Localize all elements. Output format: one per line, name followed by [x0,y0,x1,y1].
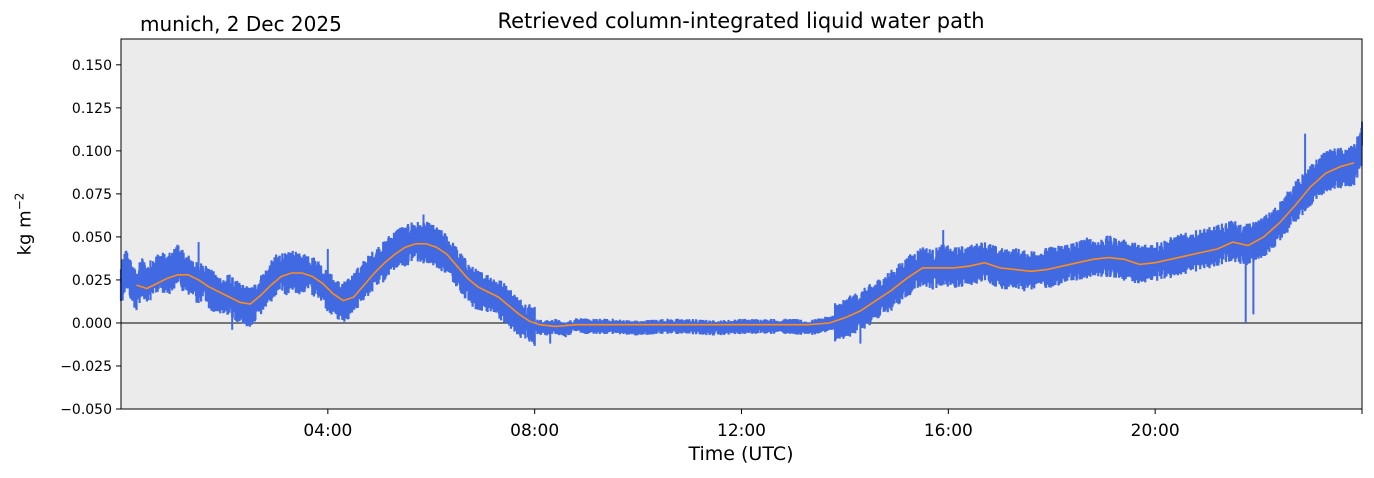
y-tick-label: 0.125 [72,101,112,117]
y-ticks: 0.150 0.125 0.100 0.075 0.050 0.025 0.000 −0.02… [60,58,121,418]
x-ticks: 04:00 08:00 12:00 16:00 20:00 [303,409,1363,441]
y-tick-label: 0.025 [72,273,112,289]
y-tick-label: −0.025 [60,359,112,375]
y-tick-label: 0.100 [72,144,112,160]
y-tick-label: 0.000 [72,316,112,332]
x-axis-label: Time (UTC) [688,443,794,465]
x-tick-label: 08:00 [510,421,559,441]
x-tick-label: 16:00 [924,421,973,441]
x-tick-label: 04:00 [303,421,352,441]
smoothed-line [136,162,1355,328]
chart-title: Retrieved column-integrated liquid water… [497,9,985,33]
y-tick-label: 0.075 [72,187,112,203]
x-tick-label: 12:00 [717,421,766,441]
plot-area [121,39,1362,409]
y-tick-label: 0.150 [72,58,112,74]
smoothed-series [136,162,1355,328]
y-tick-label: −0.050 [60,402,112,418]
location-date-label: munich, 2 Dec 2025 [140,12,342,36]
y-tick-label: 0.050 [72,230,112,246]
x-tick-label: 20:00 [1131,421,1180,441]
